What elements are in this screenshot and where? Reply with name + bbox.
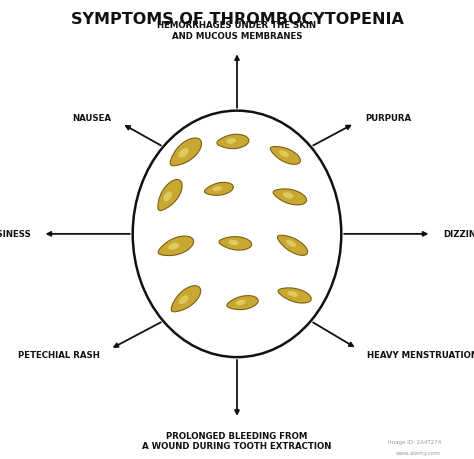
Polygon shape: [217, 135, 249, 149]
Polygon shape: [158, 236, 193, 256]
Polygon shape: [204, 183, 233, 196]
Text: SYMPTOMS OF THROMBOCYTOPENIA: SYMPTOMS OF THROMBOCYTOPENIA: [71, 11, 403, 27]
Text: alamy: alamy: [33, 440, 69, 450]
Polygon shape: [170, 139, 201, 167]
Ellipse shape: [279, 151, 289, 157]
Ellipse shape: [226, 139, 236, 145]
Ellipse shape: [178, 149, 189, 158]
Polygon shape: [158, 180, 182, 211]
Ellipse shape: [164, 192, 172, 202]
Polygon shape: [227, 296, 258, 310]
Text: DIZZINESS: DIZZINESS: [443, 230, 474, 239]
Ellipse shape: [236, 300, 246, 306]
Polygon shape: [278, 288, 311, 303]
Ellipse shape: [288, 291, 298, 297]
Text: HEAVY MENSTRUATION: HEAVY MENSTRUATION: [367, 351, 474, 359]
Polygon shape: [277, 236, 308, 256]
Ellipse shape: [283, 193, 293, 199]
Text: PROLONGED BLEEDING FROM
A WOUND DURING TOOTH EXTRACTION: PROLONGED BLEEDING FROM A WOUND DURING T…: [142, 431, 332, 450]
Text: HEMORRHAGES UNDER THE SKIN
AND MUCOUS MEMBRANES: HEMORRHAGES UNDER THE SKIN AND MUCOUS ME…: [157, 21, 317, 40]
Polygon shape: [171, 286, 201, 312]
Ellipse shape: [213, 187, 222, 192]
Polygon shape: [219, 237, 252, 251]
Ellipse shape: [228, 240, 239, 246]
Polygon shape: [270, 147, 301, 165]
Ellipse shape: [168, 243, 179, 251]
Text: DROWSINESS: DROWSINESS: [0, 230, 31, 239]
Ellipse shape: [179, 296, 189, 304]
Text: Image ID: 2A4T274: Image ID: 2A4T274: [388, 439, 441, 443]
Text: www.alamy.com: www.alamy.com: [396, 450, 441, 454]
Ellipse shape: [286, 240, 296, 247]
Polygon shape: [273, 190, 307, 205]
Text: PETECHIAL RASH: PETECHIAL RASH: [18, 351, 100, 359]
Ellipse shape: [133, 112, 341, 358]
Text: NAUSEA: NAUSEA: [73, 114, 111, 123]
Text: PURPURA: PURPURA: [365, 114, 411, 123]
